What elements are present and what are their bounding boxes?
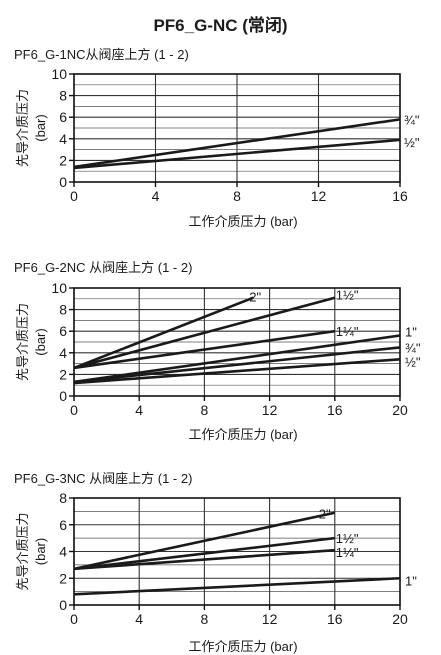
series-label: ¾" xyxy=(405,340,421,355)
y-axis-unit: (bar) xyxy=(33,538,48,565)
x-tick-label: 8 xyxy=(201,402,209,418)
series-line xyxy=(73,536,335,571)
chart-title: PF6_G-1NC从阀座上方 (1 - 2) xyxy=(14,47,189,62)
x-tick-label: 16 xyxy=(327,611,343,627)
y-tick-label: 0 xyxy=(59,597,67,613)
series-label: ¾" xyxy=(404,112,420,127)
series-line xyxy=(73,548,335,571)
series-label: ½" xyxy=(404,135,420,150)
chart-3: PF6_G-3NC 从阀座上方 (1 - 2) 0 2 4 6 8 0 4 8 12 16 20 工作介… xyxy=(14,471,417,654)
chart-title: PF6_G-2NC 从阀座上方 (1 - 2) xyxy=(14,260,192,275)
y-tick-label: 0 xyxy=(59,174,67,190)
series-label: 1" xyxy=(405,325,417,340)
series-line xyxy=(73,296,254,370)
series-line xyxy=(73,576,401,596)
x-axis-label: 工作介质压力 (bar) xyxy=(188,214,297,229)
chart-title: PF6_G-3NC 从阀座上方 (1 - 2) xyxy=(14,471,192,486)
x-tick-label: 4 xyxy=(135,611,143,627)
y-axis-label: 先导介质压力 xyxy=(15,89,30,167)
y-tick-label: 2 xyxy=(59,152,67,168)
x-tick-label: 0 xyxy=(70,402,78,418)
y-tick-label: 0 xyxy=(59,388,67,404)
series-line xyxy=(73,296,336,370)
y-tick-label: 10 xyxy=(51,280,67,296)
y-tick-label: 6 xyxy=(59,323,67,339)
y-axis-label: 先导介质压力 xyxy=(15,303,30,381)
x-tick-label: 4 xyxy=(135,402,143,418)
y-tick-label: 4 xyxy=(59,345,67,361)
series-line xyxy=(73,329,335,370)
y-tick-label: 2 xyxy=(59,570,67,586)
series-line xyxy=(73,357,401,385)
series-label: 1¼" xyxy=(336,324,359,339)
x-axis-label: 工作介质压力 (bar) xyxy=(188,427,297,442)
series-line xyxy=(73,118,401,169)
series-line xyxy=(73,138,401,170)
series-line xyxy=(73,511,336,571)
y-tick-label: 2 xyxy=(59,366,67,382)
chart-1: PF6_G-1NC从阀座上方 (1 - 2) 0 2 4 6 8 10 0 4 8 12 16 工作介质… xyxy=(14,47,420,229)
y-tick-label: 8 xyxy=(59,302,67,318)
x-tick-label: 4 xyxy=(152,188,160,204)
series-label: 1½" xyxy=(336,288,359,303)
y-tick-label: 10 xyxy=(51,66,67,82)
y-tick-label: 4 xyxy=(59,544,67,560)
x-axis-label: 工作介质压力 (bar) xyxy=(188,639,297,654)
series-label: 2" xyxy=(249,290,261,305)
x-tick-label: 12 xyxy=(262,611,278,627)
series-line xyxy=(73,334,401,384)
plot-frame xyxy=(73,287,401,397)
page-title: PF6_G-NC (常闭) xyxy=(153,16,288,35)
y-tick-label: 4 xyxy=(59,131,67,147)
x-tick-label: 0 xyxy=(70,188,78,204)
y-tick-label: 6 xyxy=(59,517,67,533)
y-axis-label: 先导介质压力 xyxy=(15,512,30,590)
x-tick-label: 12 xyxy=(311,188,327,204)
x-tick-label: 8 xyxy=(201,611,209,627)
chart-2: PF6_G-2NC 从阀座上方 (1 - 2) 0 2 4 6 8 10 0 4 8 12 16 20 工… xyxy=(14,260,421,442)
y-tick-label: 8 xyxy=(59,490,67,506)
series-label: 2" xyxy=(319,507,331,522)
x-tick-label: 8 xyxy=(233,188,241,204)
series-label: 1½" xyxy=(336,531,359,546)
series-label: 1" xyxy=(405,573,417,588)
series-label: ½" xyxy=(405,354,421,369)
x-tick-label: 0 xyxy=(70,611,78,627)
x-tick-label: 16 xyxy=(392,188,408,204)
x-tick-label: 20 xyxy=(392,611,408,627)
y-tick-label: 6 xyxy=(59,109,67,125)
series-line xyxy=(73,346,401,384)
x-tick-label: 16 xyxy=(327,402,343,418)
y-tick-label: 8 xyxy=(59,88,67,104)
y-axis-unit: (bar) xyxy=(33,328,48,355)
x-tick-label: 20 xyxy=(392,402,408,418)
series-label: 1¼" xyxy=(336,545,359,560)
y-axis-unit: (bar) xyxy=(33,114,48,141)
x-tick-label: 12 xyxy=(262,402,278,418)
